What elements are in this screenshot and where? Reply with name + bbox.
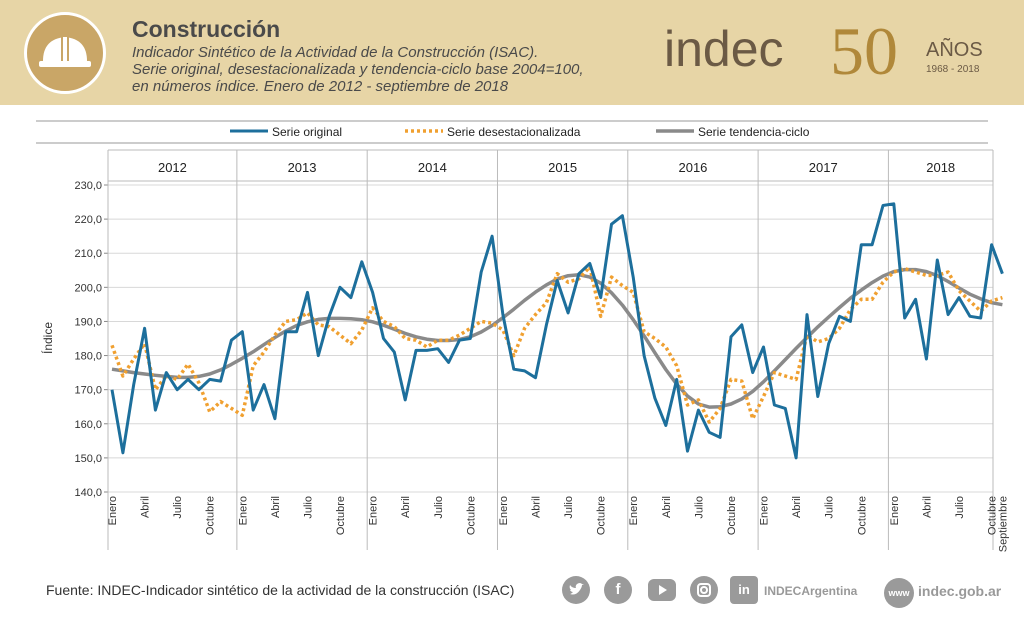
series-line-tendencia-ciclo [111, 267, 1003, 409]
twitter-icon[interactable] [562, 576, 590, 604]
legend-label: Serie tendencia-ciclo [698, 125, 810, 139]
x-tick-label: Octubre [335, 496, 347, 535]
x-tick-label: Abril [791, 496, 803, 518]
y-tick-label: 150,0 [74, 453, 102, 465]
x-tick-label: Enero [759, 496, 771, 525]
y-tick-label: 140,0 [74, 487, 102, 499]
x-tick-label: Julio [954, 496, 966, 519]
x-tick-label: Enero [107, 496, 119, 525]
instagram-icon[interactable] [690, 576, 718, 604]
x-tick-label: Enero [368, 496, 380, 525]
x-tick-label: Abril [530, 496, 542, 518]
y-tick-label: 210,0 [74, 248, 102, 260]
subtitle-line: en números índice. Enero de 2012 - septi… [132, 78, 509, 95]
y-tick-label: 170,0 [74, 385, 102, 397]
x-tick-label: Abril [270, 496, 282, 518]
x-tick-label: Octubre [596, 496, 608, 535]
x-tick-label: Enero [498, 496, 510, 525]
year-label: 2015 [548, 160, 577, 175]
isac-line-chart: Serie original Serie desestacionalizada Se… [36, 120, 1009, 552]
linkedin-icon[interactable]: in [730, 576, 758, 604]
year-label: 2016 [678, 160, 707, 175]
series-line-desestacionalizada [110, 265, 1003, 424]
logo-text: indec [664, 21, 784, 77]
y-axis-label: Índice [40, 322, 55, 354]
x-tick-label: Enero [237, 496, 249, 525]
x-tick-label: Abril [661, 496, 673, 518]
subtitle-line: Serie original, desestacionalizada y ten… [132, 61, 584, 78]
x-tick-label: Octubre [987, 496, 999, 535]
subtitle-line: Indicador Sintético de la Actividad de l… [132, 44, 539, 61]
indec-50-anios-logo: indec 50 AÑOS 1968 - 2018 [664, 14, 983, 89]
anniversary-word: AÑOS [926, 37, 983, 61]
y-tick-label: 160,0 [74, 419, 102, 431]
www-icon: www [884, 578, 914, 608]
year-label: 2017 [809, 160, 838, 175]
x-tick-label: Abril [921, 496, 933, 518]
source-note: Fuente: INDEC-Indicador sintético de la … [46, 582, 514, 598]
header-banner: Construcción Indicador Sintético de la A… [0, 0, 1024, 105]
legend-label: Serie desestacionalizada [447, 125, 581, 139]
x-tick-label: Octubre [726, 496, 738, 535]
year-label: 2014 [418, 160, 447, 175]
y-tick-label: 180,0 [74, 351, 102, 363]
x-tick-label: Julio [302, 496, 314, 519]
x-tick-label: Abril [140, 496, 152, 518]
x-tick-label: Septiembre [997, 496, 1009, 552]
x-tick-label: Octubre [465, 496, 477, 535]
source-text: : INDEC-Indicador sintético de la activi… [89, 582, 515, 598]
series-line-original [110, 202, 1004, 460]
page-subtitle: Indicador Sintético de la Actividad de l… [132, 44, 632, 95]
anniversary-number: 50 [830, 14, 898, 89]
x-tick-label: Enero [889, 496, 901, 525]
y-tick-label: 200,0 [74, 282, 102, 294]
source-label: Fuente [46, 582, 90, 598]
website-link[interactable]: indec.gob.ar [918, 583, 1002, 599]
construction-helmet-icon [24, 12, 106, 94]
x-tick-label: Julio [693, 496, 705, 519]
x-tick-label: Julio [172, 496, 184, 519]
social-handle[interactable]: INDECArgentina [764, 584, 858, 598]
x-tick-label: Julio [824, 496, 836, 519]
x-tick-label: Enero [628, 496, 640, 525]
x-tick-label: Julio [433, 496, 445, 519]
x-tick-label: Octubre [205, 496, 217, 535]
x-tick-label: Julio [563, 496, 575, 519]
legend-label: Serie original [272, 125, 342, 139]
year-label: 2013 [288, 160, 317, 175]
anniversary-years: 1968 - 2018 [926, 64, 980, 75]
x-tick-label: Octubre [856, 496, 868, 535]
y-tick-label: 220,0 [74, 214, 102, 226]
x-tick-label: Abril [400, 496, 412, 518]
page-title: Construcción [132, 16, 281, 42]
year-label: 2012 [158, 160, 187, 175]
y-tick-label: 230,0 [74, 180, 102, 192]
youtube-icon[interactable] [648, 579, 676, 601]
y-tick-label: 190,0 [74, 316, 102, 328]
year-label: 2018 [926, 160, 955, 175]
facebook-icon[interactable]: f [604, 576, 632, 604]
